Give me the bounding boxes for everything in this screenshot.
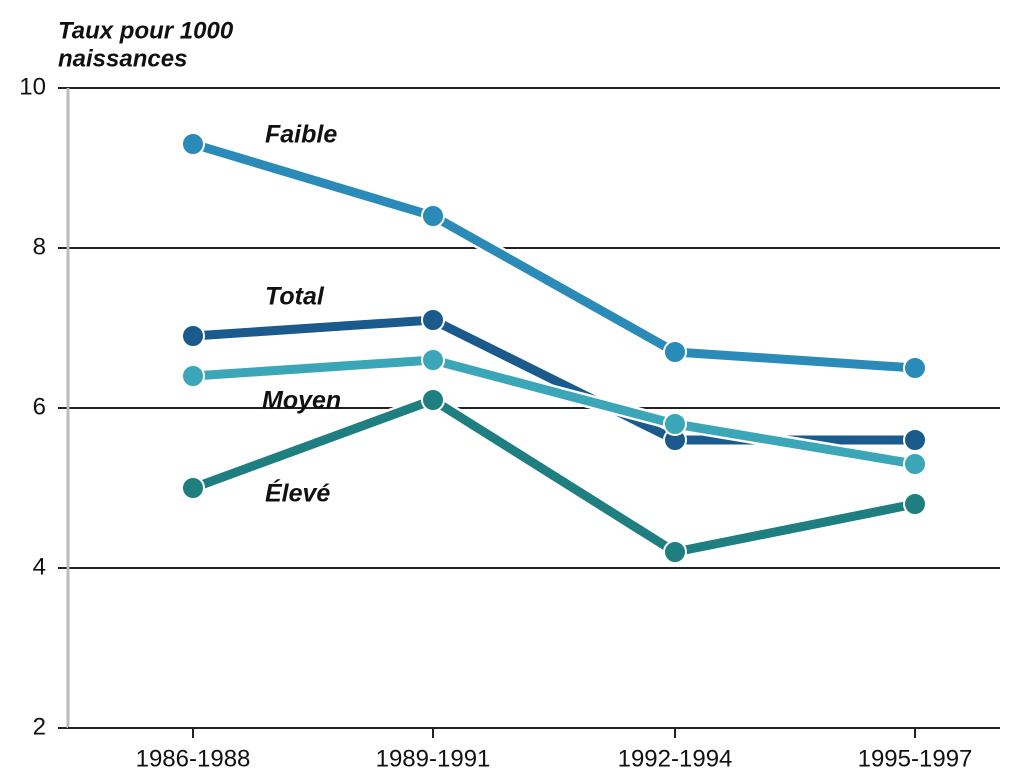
- y-tick-label: 4: [33, 553, 46, 580]
- point: [903, 452, 927, 476]
- point: [421, 348, 445, 372]
- series-label: Moyen: [262, 387, 341, 415]
- x-tick-label: 1995-1997: [858, 745, 973, 772]
- point: [421, 308, 445, 332]
- y-tick-label: 10: [19, 73, 46, 100]
- point: [663, 412, 687, 436]
- series-line: [191, 139, 916, 373]
- series-line: [192, 315, 915, 445]
- y-tick-label: 8: [33, 233, 46, 260]
- point: [421, 388, 445, 412]
- series-label: Élevé: [265, 479, 330, 508]
- series-label: Total: [265, 283, 325, 311]
- point: [903, 492, 927, 516]
- point: [663, 340, 687, 364]
- point: [663, 540, 687, 564]
- point: [903, 428, 927, 452]
- x-tick-label: 1989-1991: [376, 745, 491, 772]
- series-line: [191, 395, 916, 557]
- y-axis-label: naissances: [58, 45, 187, 72]
- point: [181, 132, 205, 156]
- series-label: Faible: [265, 121, 337, 149]
- series-line: [192, 355, 916, 469]
- y-tick-label: 2: [33, 713, 46, 740]
- x-tick-label: 1986-1988: [136, 745, 251, 772]
- point: [903, 356, 927, 380]
- point: [181, 476, 205, 500]
- point: [181, 324, 205, 348]
- x-tick-label: 1992-1994: [618, 745, 733, 772]
- y-tick-label: 6: [33, 393, 46, 420]
- y-axis-label: Taux pour 1000: [58, 17, 234, 44]
- point: [421, 204, 445, 228]
- point: [181, 364, 205, 388]
